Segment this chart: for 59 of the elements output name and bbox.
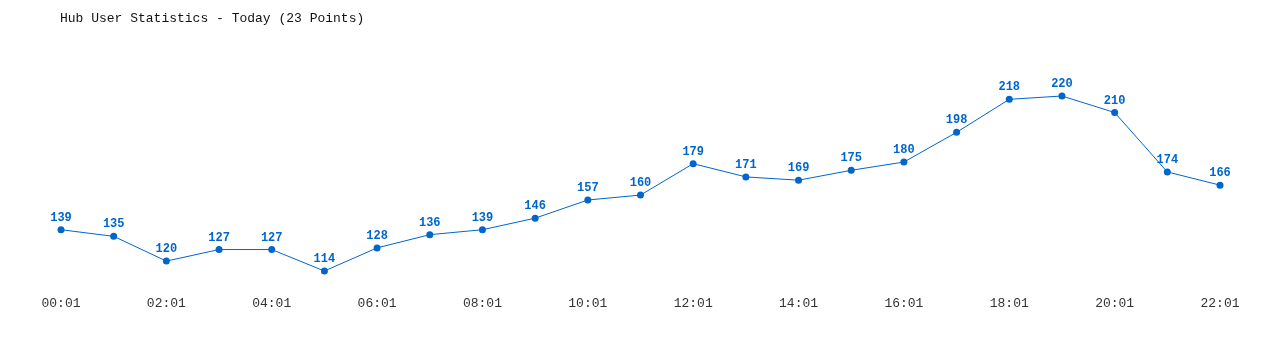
point (478, 226, 486, 234)
data-label: 198 (945, 113, 968, 128)
point (531, 214, 539, 222)
data-label: 146 (524, 199, 546, 214)
data-label: 179 (682, 144, 704, 159)
point (1005, 95, 1013, 103)
point (268, 246, 276, 254)
x-tick-label: 16:01 (884, 296, 924, 311)
x-tick-label: 14:01 (779, 296, 819, 311)
chart-title: Hub User Statistics - Today (23 Points) (60, 11, 365, 26)
data-label: 166 (1209, 166, 1231, 181)
x-tick-label: 00:01 (41, 296, 81, 311)
data-label: 120 (155, 242, 178, 257)
data-label: 114 (313, 252, 336, 266)
data-label: 220 (1051, 77, 1073, 91)
point (584, 196, 592, 204)
point (320, 267, 328, 275)
x-tick-label: 12:01 (673, 296, 713, 311)
point (795, 176, 803, 184)
point (110, 232, 118, 240)
x-tick-label: 22:01 (1200, 296, 1240, 311)
data-label: 175 (840, 151, 863, 166)
data-label: 135 (102, 217, 125, 232)
point (1216, 181, 1224, 189)
x-tick-label: 20:01 (1095, 296, 1135, 311)
point (1111, 109, 1119, 117)
data-label: 160 (629, 176, 652, 191)
data-label: 139 (50, 210, 72, 225)
data-label: 169 (787, 161, 810, 176)
data-label: 127 (260, 230, 283, 245)
point (215, 246, 223, 254)
point (162, 257, 170, 265)
data-label: 157 (577, 181, 599, 196)
x-tick-label: 18:01 (989, 296, 1029, 311)
data-label: 171 (735, 157, 757, 172)
point (57, 226, 65, 234)
point (953, 128, 961, 136)
data-label: 139 (471, 210, 494, 225)
point (637, 191, 644, 199)
x-tick-label: 08:01 (462, 296, 503, 311)
point (742, 173, 750, 181)
x-tick-label: 06:01 (357, 296, 397, 311)
data-label: 174 (1156, 152, 1179, 167)
point (689, 160, 697, 168)
data-label: 210 (1103, 93, 1126, 108)
point (900, 158, 908, 166)
point (373, 244, 381, 252)
data-label: 128 (366, 228, 388, 243)
x-tick-label: 04:01 (252, 296, 292, 311)
point (847, 166, 855, 174)
data-label: 136 (418, 215, 441, 230)
data-label: 218 (998, 80, 1021, 95)
point (426, 231, 434, 239)
point (1163, 168, 1171, 176)
data-label: 127 (208, 230, 230, 245)
point (1058, 92, 1066, 100)
data-label: 180 (893, 143, 915, 158)
x-tick-label: 10:01 (568, 296, 608, 311)
x-tick-label: 02:01 (146, 296, 187, 311)
